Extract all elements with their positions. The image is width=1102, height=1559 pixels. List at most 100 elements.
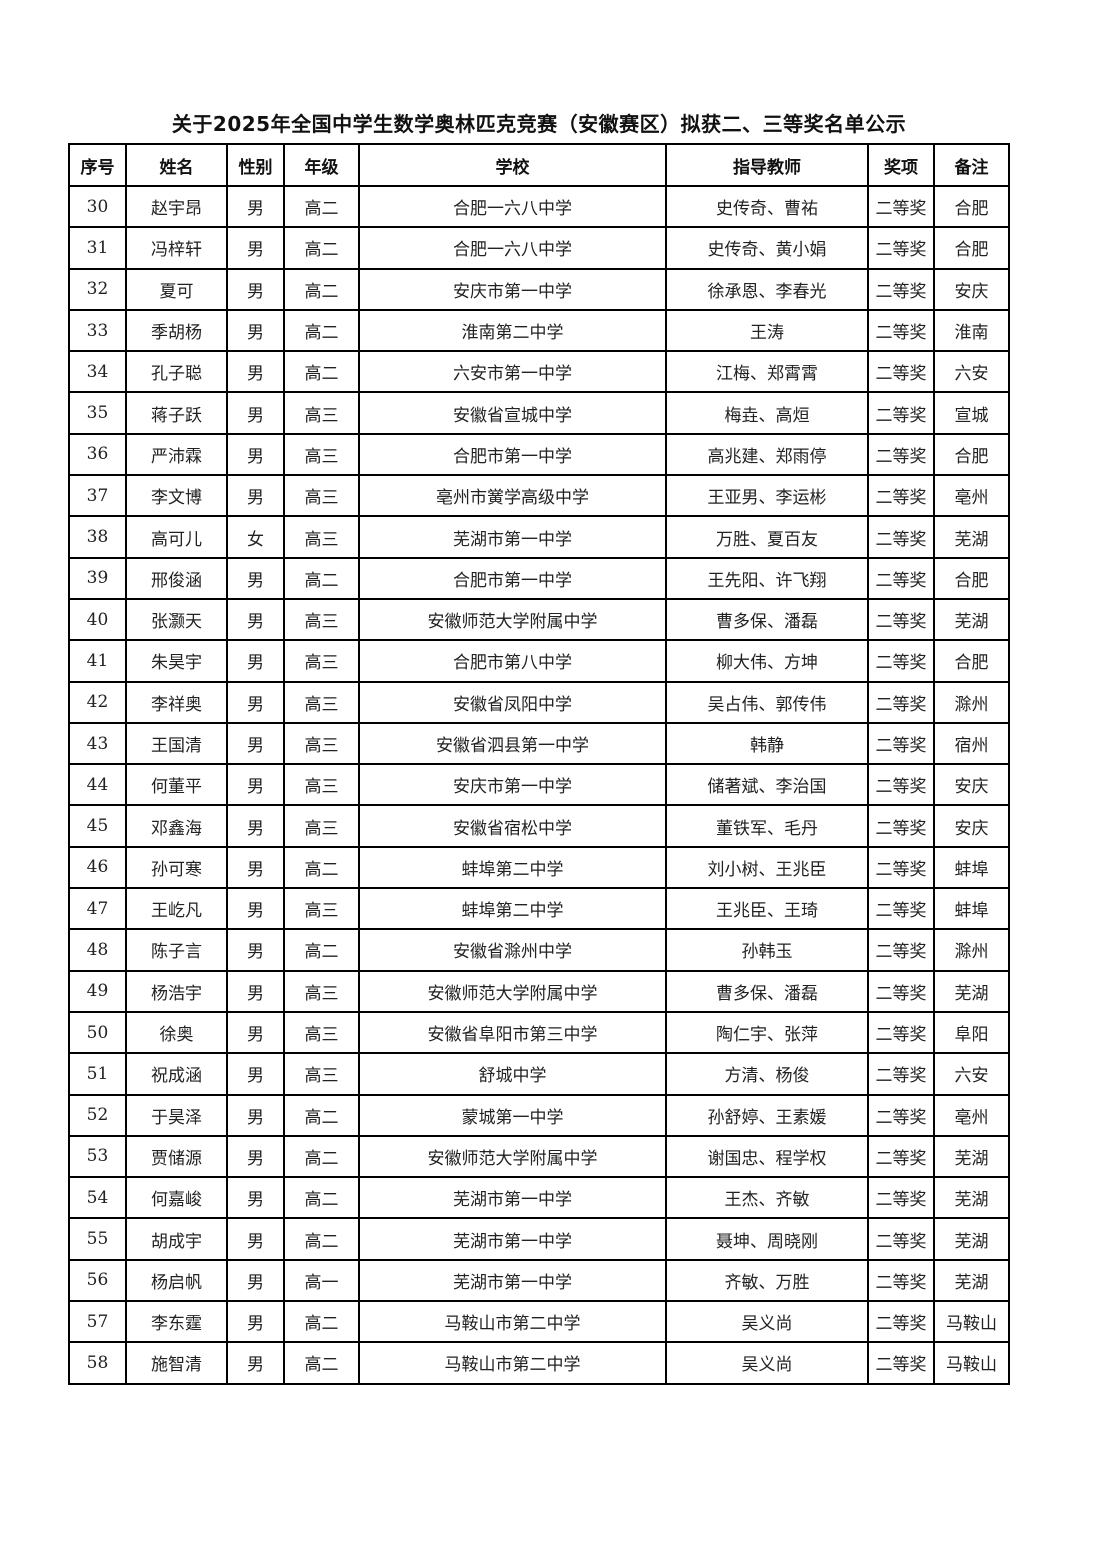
table-row: 43 王国清男高三 安徽省泗县第一中学 韩静 二等奖 宿州: [68, 721, 1010, 766]
cell-school: 安徽师范大学附属中学: [358, 597, 667, 642]
cell-name: 夏可: [125, 267, 228, 311]
table-header-row: 序号 姓名 性别 年级 学校 指导教师 奖项 备注: [68, 143, 1010, 187]
table-row: 39 邢俊涵男高二 合肥市第一中学 王先阳、许飞翔 二等奖 合肥: [68, 556, 1010, 600]
cell-award: 二等奖: [867, 432, 935, 477]
cell-name: 于昊泽: [125, 1093, 228, 1137]
cell-advisor: 柳大伟、方坤: [665, 639, 869, 683]
cell-serial-number: 34: [68, 350, 127, 394]
cell-name: 邓鑫海: [125, 804, 228, 848]
cell-school: 蚌埠第二中学: [358, 887, 667, 931]
cell-grade: 高三: [283, 680, 360, 724]
column-header-advisor: 指导教师: [665, 143, 869, 187]
cell-name: 李文博: [125, 474, 228, 518]
cell-school: 淮南第二中学: [358, 308, 667, 353]
cell-grade: 高二: [283, 1341, 360, 1385]
cell-region: 安庆: [933, 763, 1010, 807]
cell-serial-number: 51: [68, 1052, 127, 1096]
cell-advisor: 王兆臣、王琦: [665, 887, 869, 931]
cell-award: 二等奖: [867, 887, 935, 931]
cell-serial-number: 48: [68, 928, 127, 972]
cell-school: 蒙城第一中学: [358, 1093, 667, 1137]
cell-grade: 高三: [283, 391, 360, 435]
cell-grade: 高二: [283, 226, 360, 270]
cell-serial-number: 46: [68, 845, 127, 890]
cell-serial-number: 57: [68, 1300, 127, 1344]
cell-gender: 男: [226, 184, 285, 229]
cell-region: 淮南: [933, 308, 1010, 353]
cell-gender: 男: [226, 1176, 285, 1220]
table-row: 52 于昊泽男高二 蒙城第一中学 孙舒婷、王素媛 二等奖 亳州: [68, 1093, 1010, 1137]
cell-serial-number: 44: [68, 763, 127, 807]
cell-award: 二等奖: [867, 721, 935, 766]
cell-region: 滁州: [933, 928, 1010, 972]
cell-school: 合肥市第八中学: [358, 639, 667, 683]
cell-advisor: 孙韩玉: [665, 928, 869, 972]
cell-name: 邢俊涵: [125, 556, 228, 600]
cell-award: 二等奖: [867, 680, 935, 724]
cell-grade: 高三: [283, 1010, 360, 1055]
cell-name: 朱昊宇: [125, 639, 228, 683]
cell-school: 安庆市第一中学: [358, 763, 667, 807]
cell-award: 二等奖: [867, 226, 935, 270]
cell-school: 安庆市第一中学: [358, 267, 667, 311]
cell-gender: 男: [226, 804, 285, 848]
cell-advisor: 王杰、齐敏: [665, 1176, 869, 1220]
cell-name: 蒋子跃: [125, 391, 228, 435]
cell-grade: 高二: [283, 556, 360, 600]
cell-award: 二等奖: [867, 1300, 935, 1344]
table-row: 51 祝成涵男高三 舒城中学 方清、杨俊 二等奖 六安: [68, 1052, 1010, 1096]
cell-gender: 男: [226, 1093, 285, 1137]
table-row: 42 李祥奥男高三 安徽省凤阳中学 吴占伟、郭传伟 二等奖 滁州: [68, 680, 1010, 724]
cell-serial-number: 53: [68, 1134, 127, 1179]
cell-region: 马鞍山: [933, 1300, 1010, 1344]
table-row: 53 贾储源男高二 安徽师范大学附属中学 谢国忠、程学权 二等奖 芜湖: [68, 1134, 1010, 1179]
cell-school: 芜湖市第一中学: [358, 515, 667, 559]
cell-gender: 男: [226, 226, 285, 270]
cell-school: 安徽省凤阳中学: [358, 680, 667, 724]
cell-advisor: 吴义尚: [665, 1300, 869, 1344]
cell-advisor: 吴义尚: [665, 1341, 869, 1385]
cell-school: 合肥市第一中学: [358, 556, 667, 600]
cell-serial-number: 33: [68, 308, 127, 353]
cell-name: 季胡杨: [125, 308, 228, 353]
cell-school: 安徽师范大学附属中学: [358, 969, 667, 1013]
cell-serial-number: 47: [68, 887, 127, 931]
table-row: 55 胡成宇男高二 芜湖市第一中学 聂坤、周晓刚 二等奖 芜湖: [68, 1217, 1010, 1261]
cell-award: 二等奖: [867, 391, 935, 435]
cell-award: 二等奖: [867, 1093, 935, 1137]
table-row: 49 杨浩宇男高三 安徽师范大学附属中学 曹多保、潘磊 二等奖 芜湖: [68, 969, 1010, 1013]
cell-region: 合肥: [933, 639, 1010, 683]
cell-name: 孙可寒: [125, 845, 228, 890]
cell-name: 李东霆: [125, 1300, 228, 1344]
cell-region: 宣城: [933, 391, 1010, 435]
cell-advisor: 曹多保、潘磊: [665, 597, 869, 642]
cell-serial-number: 35: [68, 391, 127, 435]
cell-grade: 高三: [283, 515, 360, 559]
cell-serial-number: 56: [68, 1258, 127, 1303]
document-title: 关于2025年全国中学生数学奥林匹克竞赛（安徽赛区）拟获二、三等奖名单公示: [171, 112, 907, 136]
cell-serial-number: 30: [68, 184, 127, 229]
cell-grade: 高二: [283, 1300, 360, 1344]
cell-serial-number: 45: [68, 804, 127, 848]
cell-school: 蚌埠第二中学: [358, 845, 667, 890]
column-header-award: 奖项: [867, 143, 935, 187]
cell-school: 安徽省阜阳市第三中学: [358, 1010, 667, 1055]
cell-advisor: 梅垚、高烜: [665, 391, 869, 435]
cell-advisor: 王涛: [665, 308, 869, 353]
cell-school: 马鞍山市第二中学: [358, 1341, 667, 1385]
cell-name: 杨浩宇: [125, 969, 228, 1013]
cell-gender: 男: [226, 1341, 285, 1385]
cell-award: 二等奖: [867, 804, 935, 848]
cell-school: 亳州市黉学高级中学: [358, 474, 667, 518]
cell-region: 芜湖: [933, 515, 1010, 559]
cell-gender: 男: [226, 845, 285, 890]
cell-advisor: 齐敏、万胜: [665, 1258, 869, 1303]
cell-gender: 男: [226, 597, 285, 642]
award-list-table: 序号 姓名 性别 年级 学校 指导教师 奖项 备注 30 赵宇昂男高二 合肥一六八中学 史传奇、曹祐…: [68, 143, 1010, 1385]
table-row: 57 李东霆男高二 马鞍山市第二中学 吴义尚 二等奖 马鞍山: [68, 1300, 1010, 1344]
table-row: 50 徐奥男高三 安徽省阜阳市第三中学 陶仁宇、张萍 二等奖 阜阳: [68, 1010, 1010, 1055]
cell-grade: 高二: [283, 1176, 360, 1220]
cell-advisor: 陶仁宇、张萍: [665, 1010, 869, 1055]
cell-region: 芜湖: [933, 1134, 1010, 1179]
cell-grade: 高二: [283, 267, 360, 311]
